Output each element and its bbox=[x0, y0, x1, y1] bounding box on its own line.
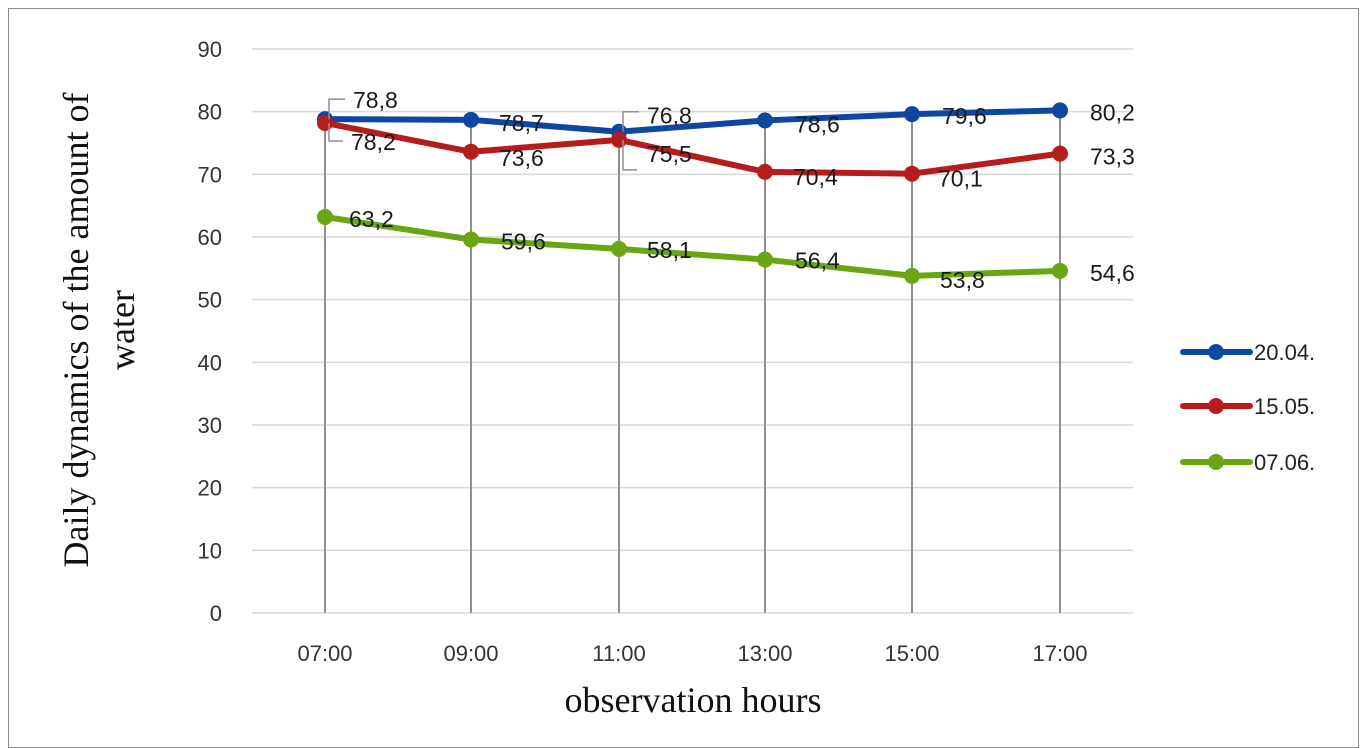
data-label: 79,6 bbox=[942, 103, 987, 129]
leader-line bbox=[622, 110, 639, 132]
data-point bbox=[904, 267, 920, 284]
leader-line bbox=[328, 122, 343, 142]
y-tick-label: 30 bbox=[198, 413, 222, 438]
data-point bbox=[904, 106, 920, 123]
data-point bbox=[757, 112, 773, 129]
data-label: 53,8 bbox=[940, 267, 985, 293]
data-label: 78,2 bbox=[351, 129, 396, 155]
x-tick-label: 13:00 bbox=[737, 641, 792, 666]
data-label: 76,8 bbox=[647, 103, 692, 129]
chart-frame bbox=[8, 8, 1359, 748]
data-label: 58,1 bbox=[647, 237, 692, 263]
x-axis-ticks: 07:00 09:00 11:00 13:00 15:00 17:00 bbox=[297, 641, 1087, 666]
data-point bbox=[1052, 262, 1068, 279]
y-tick-label: 80 bbox=[198, 100, 222, 125]
y-axis-title: Daily dynamics of the amount of water bbox=[56, 93, 142, 568]
data-label: 80,2 bbox=[1090, 99, 1135, 125]
data-label: 78,7 bbox=[499, 110, 544, 136]
series-line-15.05. bbox=[322, 119, 1063, 177]
x-tick-label: 07:00 bbox=[297, 641, 352, 666]
legend-marker bbox=[1208, 454, 1224, 470]
data-point bbox=[463, 143, 479, 160]
leader-line bbox=[328, 98, 345, 120]
legend-marker bbox=[1208, 344, 1224, 360]
data-label: 56,4 bbox=[795, 248, 840, 274]
y-tick-label: 0 bbox=[210, 601, 222, 626]
x-tick-label: 15:00 bbox=[884, 641, 939, 666]
y-tick-label: 70 bbox=[198, 162, 222, 187]
y-tick-label: 40 bbox=[198, 350, 222, 375]
y-tick-label: 20 bbox=[198, 476, 222, 501]
legend: 20.04. 15.05. 07.06. bbox=[1180, 340, 1315, 475]
data-label: 63,2 bbox=[349, 206, 394, 232]
series-line-20.04. bbox=[322, 107, 1063, 135]
leader-line bbox=[622, 139, 637, 171]
x-tick-label: 09:00 bbox=[443, 641, 498, 666]
data-label: 78,6 bbox=[795, 111, 840, 137]
data-point bbox=[757, 163, 773, 180]
data-labels: 78,8 78,7 76,8 78,6 79,6 80,2 78,2 73,6 75,5 70,4… bbox=[349, 87, 1135, 293]
data-point bbox=[1052, 145, 1068, 162]
data-point bbox=[463, 111, 479, 128]
y-tick-label: 10 bbox=[198, 538, 222, 563]
legend-marker bbox=[1208, 398, 1224, 414]
y-axis-ticks: 0 10 20 30 40 50 60 70 80 90 bbox=[198, 37, 222, 626]
series-line-07.06. bbox=[322, 213, 1063, 279]
data-label: 59,6 bbox=[501, 229, 546, 255]
x-tick-label: 17:00 bbox=[1032, 641, 1087, 666]
y-tick-label: 90 bbox=[198, 37, 222, 62]
data-label: 70,4 bbox=[793, 164, 838, 190]
data-point bbox=[904, 165, 920, 182]
data-label: 54,6 bbox=[1090, 260, 1135, 286]
label-leader-lines bbox=[328, 98, 639, 171]
data-point bbox=[1052, 102, 1068, 119]
data-label: 73,3 bbox=[1090, 144, 1135, 170]
data-label: 73,6 bbox=[499, 145, 544, 171]
x-axis-title: observation hours bbox=[565, 680, 822, 720]
legend-label: 15.05. bbox=[1254, 394, 1315, 419]
data-label: 70,1 bbox=[938, 166, 983, 192]
y-tick-label: 50 bbox=[198, 288, 222, 313]
legend-label: 20.04. bbox=[1254, 340, 1315, 365]
legend-label: 07.06. bbox=[1254, 450, 1315, 475]
data-point bbox=[317, 208, 333, 225]
x-tick-label: 11:00 bbox=[592, 641, 645, 666]
data-label: 75,5 bbox=[647, 141, 692, 167]
data-label: 78,8 bbox=[353, 87, 398, 113]
y-axis-title-line-2: water bbox=[102, 290, 142, 370]
y-axis-title-line-1: Daily dynamics of the amount of bbox=[56, 93, 96, 568]
data-point bbox=[463, 231, 479, 248]
data-point bbox=[317, 114, 333, 131]
series-group bbox=[317, 102, 1068, 284]
drop-lines bbox=[324, 110, 1061, 613]
gridlines bbox=[252, 48, 1133, 614]
data-point bbox=[611, 131, 627, 148]
y-tick-label: 60 bbox=[198, 225, 222, 250]
data-point bbox=[611, 240, 627, 257]
data-point bbox=[757, 251, 773, 268]
